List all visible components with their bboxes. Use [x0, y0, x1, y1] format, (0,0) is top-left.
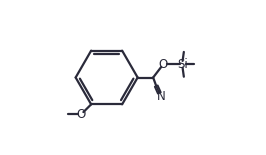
Text: Si: Si [177, 58, 188, 71]
Text: N: N [156, 90, 165, 103]
Text: O: O [159, 58, 168, 71]
Text: O: O [76, 108, 86, 121]
